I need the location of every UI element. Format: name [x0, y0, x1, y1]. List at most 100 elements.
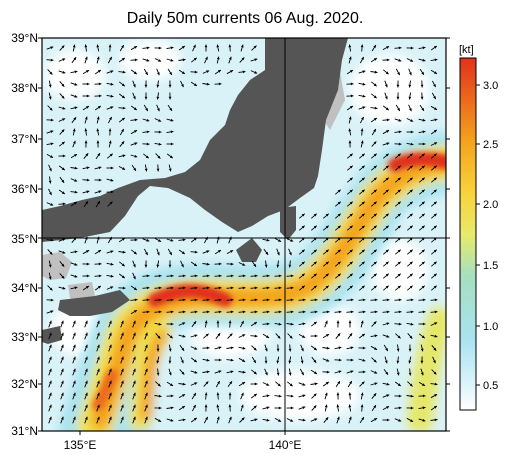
current-vector-head: [49, 71, 53, 75]
current-vector-head: [349, 249, 353, 253]
current-vector-head: [360, 44, 364, 48]
current-vector-head: [313, 225, 317, 229]
current-vector-head: [433, 371, 437, 375]
current-vector-head: [50, 155, 54, 158]
current-vector-head: [301, 372, 304, 376]
current-vector-head: [398, 419, 402, 422]
current-vector-head: [146, 142, 150, 146]
current-vector-head: [361, 213, 365, 217]
current-vector-head: [385, 189, 389, 193]
current-vector-head: [349, 106, 353, 109]
current-vector-head: [182, 298, 186, 302]
current-vector-head: [85, 356, 88, 360]
current-vector-head: [230, 286, 234, 290]
current-vector-head: [242, 346, 246, 350]
current-vector-head: [337, 381, 340, 385]
current-vector-head: [206, 250, 210, 253]
current-vector-head: [194, 70, 198, 74]
current-vector-head: [410, 406, 414, 410]
current-vector-head: [374, 106, 378, 110]
current-vector-head: [110, 166, 114, 170]
current-vector-head: [109, 332, 112, 336]
current-vector-head: [420, 96, 424, 100]
current-vector-head: [349, 225, 353, 229]
current-vector-head: [97, 320, 100, 324]
current-vector-head: [434, 310, 438, 314]
current-vector-head: [86, 190, 90, 194]
longitude-labels: 135°E 140°E: [64, 438, 302, 452]
current-vector-head: [290, 274, 294, 278]
current-vector-head: [276, 360, 280, 364]
current-vector-head: [385, 213, 389, 217]
current-vector-head: [121, 380, 124, 384]
current-vector-head: [398, 394, 402, 398]
current-vector-head: [350, 370, 354, 374]
current-vector-head: [422, 322, 426, 326]
current-vector-head: [122, 167, 126, 170]
current-vector-head: [110, 190, 114, 194]
current-vector-head: [61, 179, 65, 183]
current-vector-head: [230, 358, 234, 362]
current-vector-head: [72, 128, 76, 132]
current-vector-head: [300, 360, 304, 364]
current-vector-head: [410, 46, 414, 50]
current-vector-head: [398, 406, 402, 410]
current-vector-head: [397, 335, 401, 339]
current-vector-head: [421, 261, 425, 265]
current-vector-head: [74, 166, 78, 170]
current-vector-head: [433, 84, 436, 88]
current-vector-head: [314, 418, 318, 421]
current-vector-head: [276, 348, 280, 352]
current-vector-head: [74, 263, 78, 266]
current-vector-head: [205, 333, 209, 337]
current-vector-head: [86, 166, 90, 170]
current-vector-head: [193, 44, 196, 48]
current-vector-head: [421, 213, 425, 217]
current-vector-head: [62, 106, 66, 110]
current-vector-head: [242, 370, 246, 374]
current-vector-head: [325, 381, 329, 385]
current-vector-head: [361, 201, 365, 205]
current-vector-head: [121, 83, 125, 87]
current-vector-head: [410, 119, 414, 122]
current-vector-head: [386, 58, 390, 62]
current-vector-head: [73, 392, 76, 396]
current-vector-head: [433, 153, 437, 157]
current-vector-head: [84, 128, 88, 132]
current-vector-head: [50, 118, 54, 122]
current-vector-head: [313, 249, 317, 253]
current-vector-head: [433, 165, 437, 169]
current-vector-head: [217, 381, 220, 384]
current-vector-head: [410, 130, 414, 134]
current-vector-head: [97, 153, 100, 157]
current-vector-head: [326, 346, 330, 350]
current-vector-head: [181, 71, 185, 74]
current-vector-head: [230, 370, 234, 374]
current-vector-head: [362, 94, 366, 98]
current-vector-head: [314, 334, 318, 338]
current-vector-head: [158, 322, 162, 326]
current-vector-head: [277, 383, 281, 387]
current-vector-head: [362, 70, 366, 74]
current-vector-head: [193, 83, 197, 86]
current-vector-head: [216, 404, 220, 408]
current-vector-head: [290, 286, 294, 290]
current-vector-head: [50, 58, 54, 62]
current-vector-head: [398, 142, 402, 146]
current-vector-head: [217, 70, 221, 73]
current-vector-head: [433, 177, 437, 181]
current-vector-head: [242, 298, 246, 302]
current-vector-head: [337, 213, 341, 217]
current-vector-head: [109, 392, 112, 396]
current-vector-head: [314, 371, 317, 374]
current-vector-head: [434, 322, 438, 325]
current-vector-head: [182, 274, 186, 278]
current-vector-head: [98, 94, 102, 98]
current-vector-head: [156, 348, 160, 352]
current-vector-head: [228, 404, 232, 408]
current-vector-head: [337, 189, 341, 193]
current-vector-head: [254, 382, 258, 386]
current-vector-head: [384, 84, 388, 88]
current-vector-head: [133, 404, 136, 408]
current-vector-head: [169, 335, 173, 339]
